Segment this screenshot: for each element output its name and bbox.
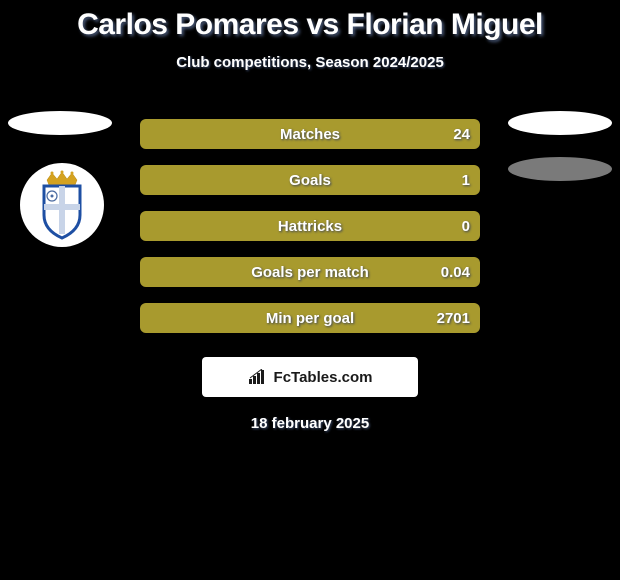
stat-value: 0 <box>462 218 470 235</box>
stat-bar: Goals per match 0.04 <box>140 257 480 287</box>
stat-label: Goals <box>289 172 331 189</box>
subtitle: Club competitions, Season 2024/2025 <box>0 54 620 71</box>
stat-row: Goals per match 0.04 <box>0 249 620 295</box>
stat-label: Matches <box>280 126 340 143</box>
footer-date: 18 february 2025 <box>0 415 620 432</box>
stat-row: Min per goal 2701 <box>0 295 620 341</box>
watermark: FcTables.com <box>202 357 418 397</box>
stat-label: Goals per match <box>251 264 369 281</box>
watermark-text: FcTables.com <box>274 369 373 386</box>
page-title: Carlos Pomares vs Florian Miguel <box>0 8 620 42</box>
stat-label: Hattricks <box>278 218 342 235</box>
stat-row: Hattricks 0 <box>0 203 620 249</box>
comparison-infographic: Carlos Pomares vs Florian Miguel Club co… <box>0 0 620 432</box>
stat-value: 2701 <box>437 310 470 327</box>
stat-bar: Goals 1 <box>140 165 480 195</box>
stat-label: Min per goal <box>266 310 354 327</box>
stat-value: 24 <box>453 126 470 143</box>
stat-row: Goals 1 <box>0 157 620 203</box>
stat-row: Matches 24 <box>0 111 620 157</box>
barchart-icon <box>248 369 268 385</box>
stat-value: 0.04 <box>441 264 470 281</box>
stat-bar: Min per goal 2701 <box>140 303 480 333</box>
stats-area: Matches 24 Goals 1 Hattricks 0 Goals per… <box>0 111 620 341</box>
stat-bar: Hattricks 0 <box>140 211 480 241</box>
stat-value: 1 <box>462 172 470 189</box>
stat-bar: Matches 24 <box>140 119 480 149</box>
